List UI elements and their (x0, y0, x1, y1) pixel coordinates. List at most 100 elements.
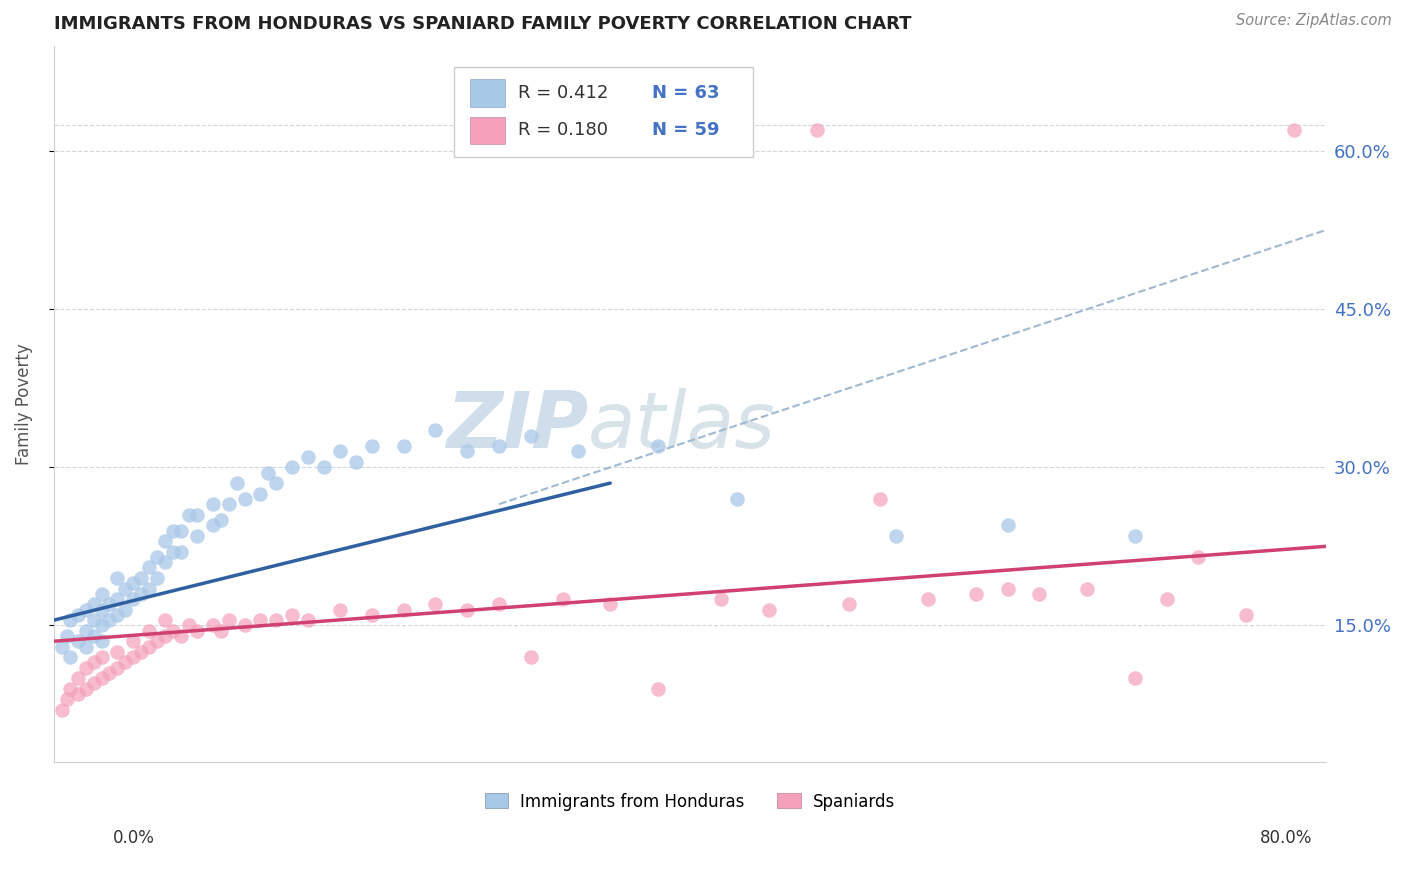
Point (122, 650, 145, 665)
Text: ZIP: ZIP (446, 387, 588, 464)
Point (1234, 607, 1257, 622)
Point (281, 607, 304, 622)
Point (249, 613, 271, 627)
Point (83, 656, 105, 670)
Point (162, 524, 184, 538)
Point (1156, 592, 1178, 607)
Point (218, 613, 240, 627)
Point (51, 703, 73, 717)
Point (83, 613, 105, 627)
Bar (470, 79, 505, 106)
Point (312, 460, 335, 475)
Point (201, 518, 224, 533)
Point (249, 486, 271, 500)
Point (965, 587, 987, 601)
Bar (470, 117, 505, 144)
Point (209, 513, 232, 527)
Point (1123, 671, 1146, 685)
Point (107, 571, 129, 585)
Point (90, 671, 112, 685)
Point (83, 598, 105, 612)
Point (266, 476, 288, 491)
Point (107, 660, 129, 674)
Point (329, 444, 352, 458)
Point (186, 624, 208, 638)
Point (488, 439, 510, 453)
Point (1028, 587, 1050, 601)
Point (886, 529, 908, 543)
Point (425, 424, 447, 438)
Text: N = 59: N = 59 (651, 121, 718, 139)
Point (59, 650, 82, 665)
Point (98, 665, 121, 680)
Point (75, 681, 97, 696)
Bar (454, 67, 754, 157)
Point (456, 444, 478, 458)
Point (83, 676, 105, 690)
Point (425, 598, 447, 612)
Point (75, 640, 97, 654)
Point (59, 681, 82, 696)
Point (1187, 549, 1209, 564)
Point (225, 476, 247, 491)
Point (170, 629, 193, 643)
Point (55, 692, 77, 706)
Point (329, 602, 352, 616)
Point (66, 687, 89, 701)
Point (281, 460, 304, 475)
Point (114, 602, 136, 616)
Point (177, 618, 200, 632)
Point (138, 640, 160, 654)
Point (107, 645, 129, 659)
Point (162, 624, 184, 638)
Point (170, 524, 193, 538)
Point (107, 607, 129, 622)
Point (599, 598, 621, 612)
Point (186, 529, 208, 543)
Point (75, 660, 97, 674)
Point (392, 602, 415, 616)
Point (138, 582, 160, 596)
Point (153, 555, 176, 569)
Point (647, 439, 669, 453)
Point (170, 544, 193, 558)
Point (917, 592, 939, 607)
Point (297, 613, 319, 627)
Point (201, 497, 224, 511)
Point (129, 571, 152, 585)
Point (519, 428, 541, 442)
Point (122, 634, 145, 648)
Text: R = 0.412: R = 0.412 (517, 84, 609, 102)
Point (114, 582, 136, 596)
Point (162, 544, 184, 558)
Point (153, 613, 176, 627)
Point (456, 602, 478, 616)
Point (153, 534, 176, 549)
Text: Source: ZipAtlas.com: Source: ZipAtlas.com (1236, 13, 1392, 29)
Point (567, 444, 589, 458)
Point (83, 629, 105, 643)
Point (90, 618, 112, 632)
Point (146, 634, 169, 648)
Point (869, 491, 891, 506)
Point (218, 497, 240, 511)
Point (266, 613, 288, 627)
Point (122, 592, 145, 607)
Point (114, 656, 136, 670)
Point (98, 598, 121, 612)
Point (153, 629, 176, 643)
Point (138, 560, 160, 574)
Text: N = 63: N = 63 (651, 84, 718, 102)
Point (838, 598, 860, 612)
Point (122, 576, 145, 591)
Point (107, 592, 129, 607)
Point (90, 650, 112, 665)
Text: R = 0.180: R = 0.180 (517, 121, 607, 139)
Point (1282, 123, 1305, 137)
Point (360, 607, 382, 622)
Point (233, 618, 256, 632)
Text: 80.0%: 80.0% (1260, 829, 1313, 847)
Legend: Immigrants from Honduras, Spaniards: Immigrants from Honduras, Spaniards (478, 786, 901, 817)
Point (1076, 582, 1098, 596)
Point (725, 491, 748, 506)
